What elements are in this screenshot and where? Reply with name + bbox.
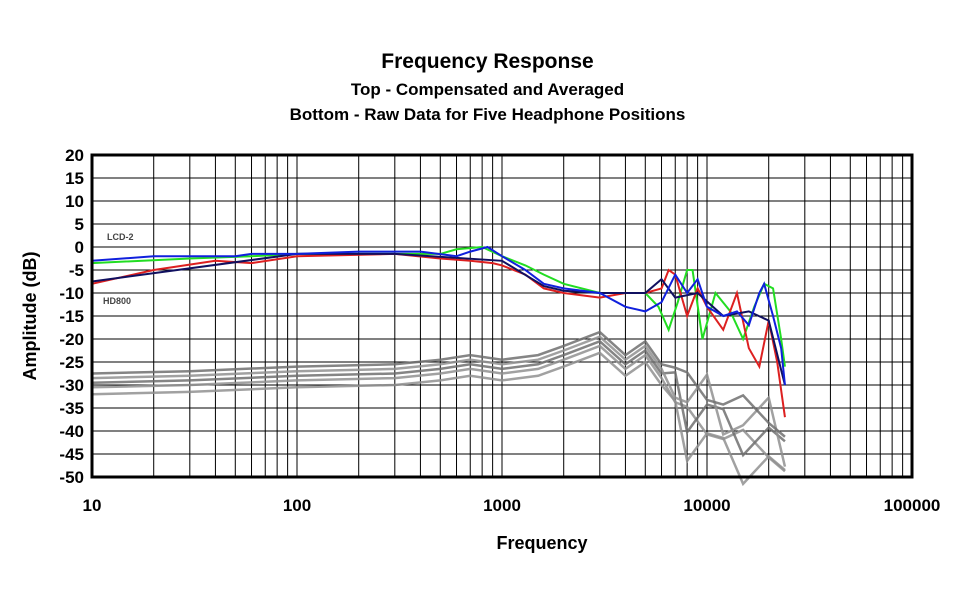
y-tick-label: 20	[65, 146, 84, 165]
y-axis-label: Amplitude (dB)	[20, 252, 40, 381]
x-tick-label: 100000	[884, 496, 941, 515]
y-tick-label: -10	[59, 284, 84, 303]
x-tick-label: 100	[283, 496, 311, 515]
series-line-navy	[91, 252, 786, 386]
y-tick-label: -30	[59, 376, 84, 395]
x-axis-label: Frequency	[496, 533, 587, 553]
y-tick-label: -35	[59, 399, 84, 418]
series-line-raw-3	[91, 330, 786, 438]
x-tick-label: 1000	[483, 496, 521, 515]
y-tick-label: -45	[59, 445, 84, 464]
series-line-blue	[91, 245, 786, 386]
y-tick-label: 5	[75, 215, 84, 234]
series-line-raw-4	[91, 351, 786, 487]
y-tick-label: 15	[65, 169, 84, 188]
y-tick-label: -20	[59, 330, 84, 349]
y-tick-label: -5	[69, 261, 84, 280]
annotation-hd800: HD800	[103, 296, 131, 306]
chart-subtitle-2: Bottom - Raw Data for Five Headphone Pos…	[289, 105, 686, 124]
y-tick-label: 0	[75, 238, 84, 257]
series-line-green	[91, 245, 786, 367]
plot-border	[90, 153, 914, 479]
annotation-lcd2: LCD-2	[107, 232, 134, 242]
y-tick-label: -50	[59, 468, 84, 487]
y-tick-label: -40	[59, 422, 84, 441]
chart-title: Frequency Response	[381, 50, 594, 73]
series-line-raw-1	[91, 339, 786, 458]
y-tick-label: -25	[59, 353, 84, 372]
x-tick-label: 10000	[683, 496, 730, 515]
y-tick-label: -15	[59, 307, 84, 326]
series-line-raw-2	[91, 335, 787, 467]
chart-subtitle-1: Top - Compensated and Averaged	[350, 80, 625, 99]
x-tick-label: 10	[83, 496, 102, 515]
y-tick-label: 10	[65, 192, 84, 211]
